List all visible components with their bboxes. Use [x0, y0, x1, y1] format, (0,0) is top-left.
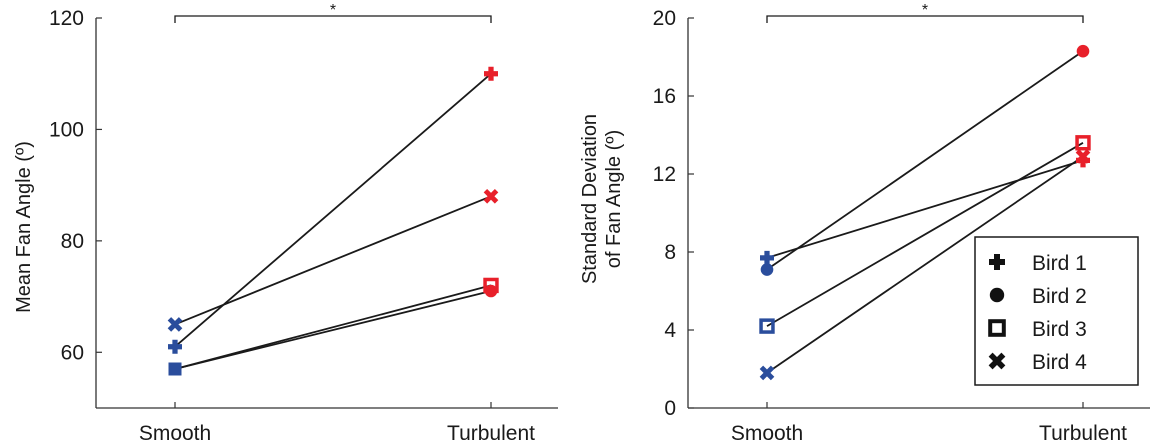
- legend-label: Bird 3: [1032, 318, 1087, 341]
- series-line: [766, 159, 1084, 259]
- data-point: [484, 66, 498, 81]
- data-point: [759, 365, 775, 381]
- series-line: [766, 50, 1084, 271]
- data-point: [1075, 149, 1091, 164]
- y-tick-label: 100: [49, 118, 84, 141]
- series-line: [766, 155, 1084, 374]
- significance-bracket: *: [174, 2, 492, 23]
- legend-marker-plus-icon: [989, 254, 1005, 270]
- legend-label: Bird 2: [1032, 285, 1087, 308]
- y-axis-label: Mean Fan Angle (º): [13, 141, 35, 313]
- data-point: [760, 250, 774, 265]
- mean-fan-angle-chart: 60 80 100 120 Smooth Turbulent Mean Fan Angle …: [13, 2, 558, 444]
- data-point: [483, 277, 499, 294]
- y-axis-label: of Fan Angle (º): [603, 130, 625, 269]
- legend-marker-square-icon: [988, 319, 1006, 337]
- y-tick-label: 8: [664, 241, 676, 264]
- data-point: [167, 317, 183, 332]
- legend-label: Bird 1: [1032, 252, 1087, 275]
- x-tick-label: Smooth: [731, 422, 803, 444]
- significance-label: *: [922, 2, 928, 19]
- legend-box: [974, 236, 1139, 386]
- legend-label: Bird 4: [1032, 351, 1087, 374]
- y-tick-label: 4: [664, 319, 676, 342]
- series-line: [174, 73, 492, 348]
- data-point: [1076, 44, 1090, 58]
- sd-fan-angle-chart: 0 4 8 12 16 20 Smooth Turbulent Standard Deviati…: [579, 2, 1150, 444]
- x-tick-label: Turbulent: [447, 422, 535, 444]
- series-line: [174, 195, 492, 326]
- y-tick-label: 60: [61, 341, 84, 364]
- data-point: [759, 318, 775, 334]
- data-point: [760, 263, 774, 276]
- data-point: [483, 188, 499, 204]
- y-tick-label: 80: [61, 230, 84, 253]
- significance-label: *: [330, 2, 336, 19]
- significance-bracket: *: [766, 2, 1084, 23]
- y-tick-label: 12: [653, 163, 676, 186]
- series-line: [766, 142, 1084, 327]
- legend-marker-circle-icon: [989, 287, 1005, 303]
- x-tick-label: Smooth: [139, 422, 211, 444]
- legend: Bird 1 Bird 2 Bird 3 Bird 4: [974, 236, 1139, 386]
- bracket-line: [766, 15, 1084, 23]
- y-tick-label: 0: [664, 397, 676, 420]
- y-tick-label: 16: [653, 85, 676, 108]
- y-tick-label: 120: [49, 7, 84, 30]
- y-axis-label: Standard Deviation: [579, 114, 601, 284]
- legend-marker-cross-icon: [988, 352, 1006, 370]
- y-tick-label: 20: [653, 7, 676, 30]
- data-point: [1075, 135, 1091, 151]
- data-point: [168, 339, 182, 354]
- data-point: [168, 362, 182, 376]
- series-line: [174, 284, 492, 370]
- x-tick-label: Turbulent: [1039, 422, 1127, 444]
- bracket-line: [174, 15, 492, 23]
